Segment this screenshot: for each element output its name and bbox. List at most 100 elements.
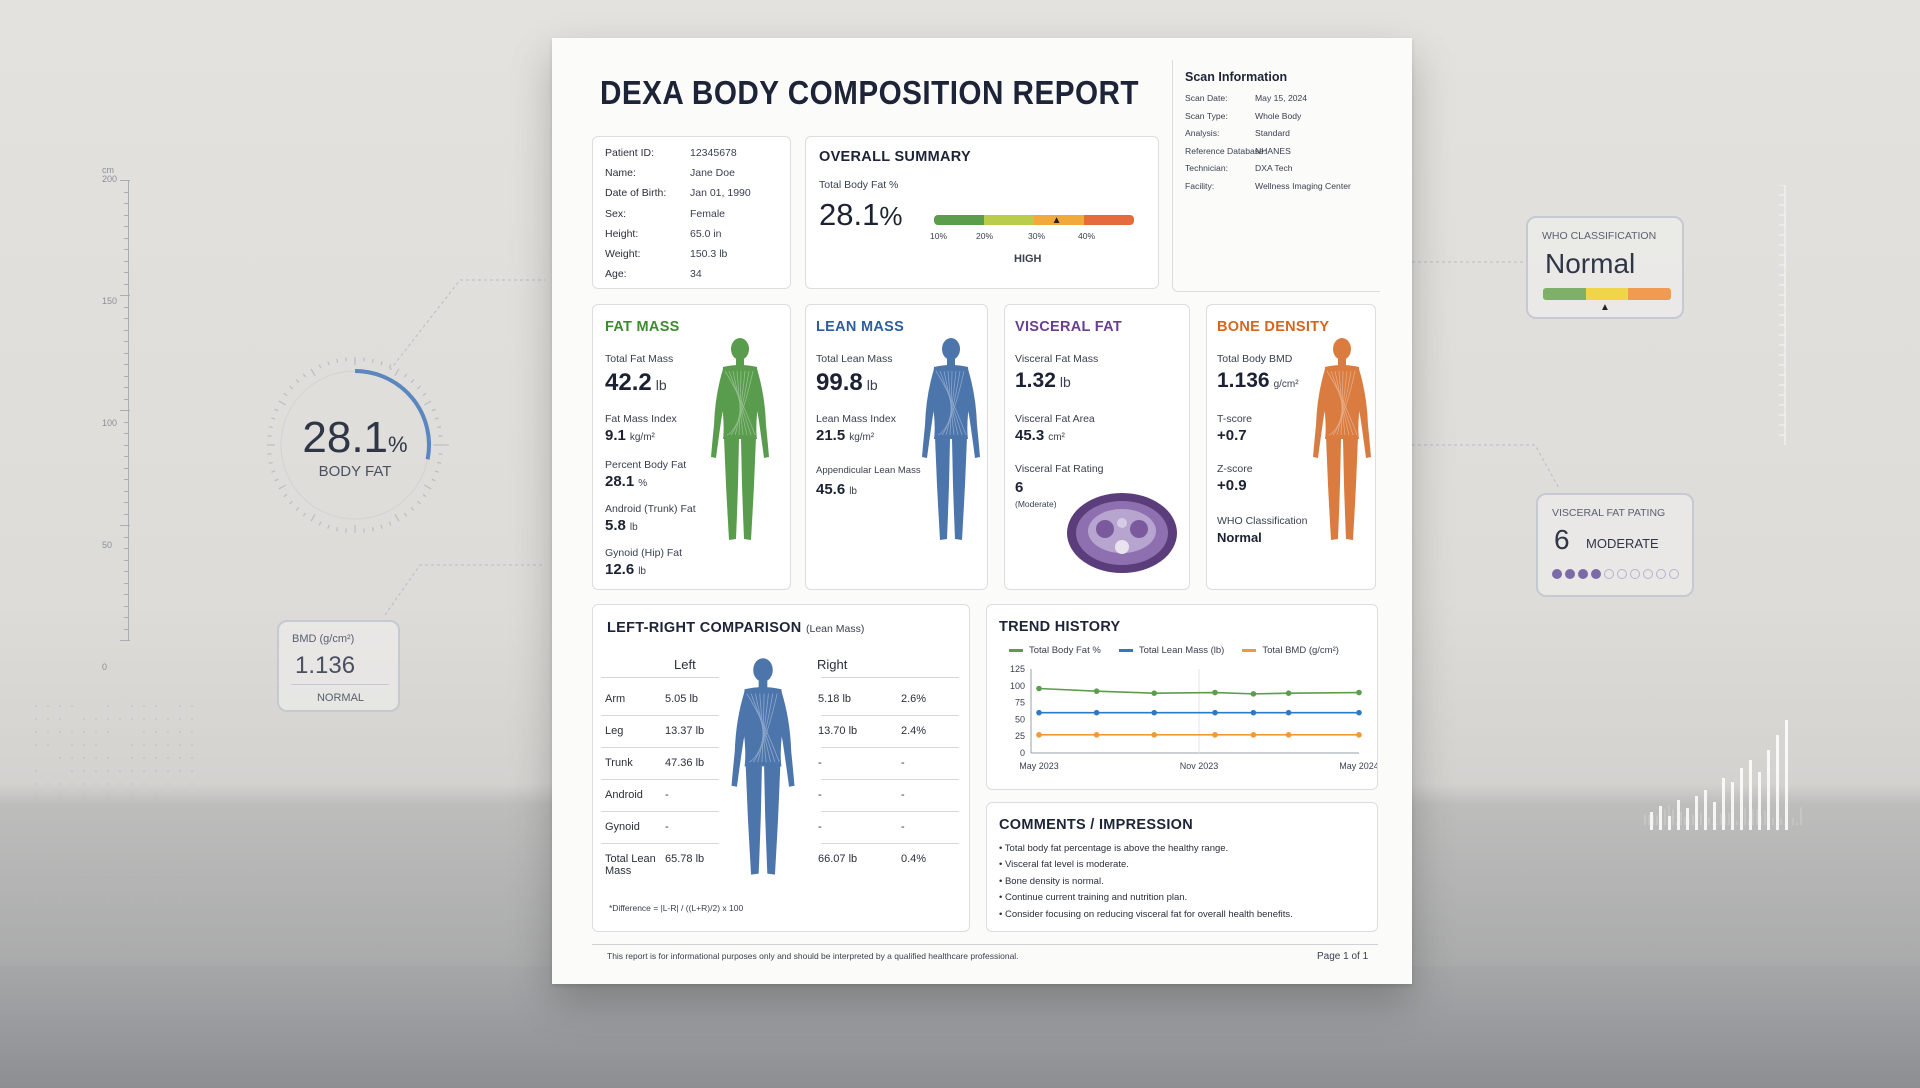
- scale-tick-label: 20%: [976, 231, 993, 241]
- vf-area-label: Visceral Fat Area: [1015, 413, 1095, 425]
- patient-value: 150.3 lb: [690, 248, 727, 260]
- comments-heading: COMMENTS / IMPRESSION: [999, 817, 1193, 833]
- left-right-panel: LEFT-RIGHT COMPARISON (Lean Mass) Left R…: [592, 604, 970, 932]
- lr-footnote: *Difference = |L-R| / ((L+R)/2) x 100: [609, 903, 743, 913]
- lr-diff-value: -: [901, 757, 905, 769]
- lean-mass-panel: LEAN MASS Total Lean Mass 99.8 lb Lean Ma…: [805, 304, 988, 590]
- rating-dot: [1565, 569, 1575, 579]
- who-marker-icon: ▲: [1600, 302, 1610, 313]
- footer-disclaimer: This report is for informational purpose…: [607, 951, 1019, 961]
- lr-diff-value: -: [901, 789, 905, 801]
- who-card-value: Normal: [1545, 248, 1635, 280]
- t-score-value: +0.7: [1217, 427, 1247, 444]
- patient-label: Sex:: [605, 208, 626, 220]
- z-score-value: +0.9: [1217, 477, 1247, 494]
- lr-row-name: Android: [605, 789, 663, 801]
- data-point: [1356, 690, 1362, 696]
- tlm-num: 99.8: [816, 369, 863, 396]
- legend-label: Total BMD (g/cm²): [1262, 645, 1339, 656]
- comment-item: Bone density is normal.: [999, 874, 1293, 890]
- data-point: [1212, 732, 1218, 738]
- lr-right-value: -: [818, 789, 822, 801]
- bmd-card-status: NORMAL: [279, 692, 402, 704]
- rating-dot: [1630, 569, 1640, 579]
- rating-dot: [1591, 569, 1601, 579]
- decorative-bars: [1640, 690, 1810, 840]
- trend-legend: Total Body Fat % Total Lean Mass (lb) Tota…: [1009, 645, 1339, 656]
- summary-label: Total Body Fat %: [819, 179, 898, 191]
- summary-number: 28.1: [819, 197, 879, 232]
- report-paper: DEXA BODY COMPOSITION REPORT Scan Inform…: [552, 38, 1412, 984]
- bmd-card: BMD (g/cm²) 1.136 NORMAL: [277, 620, 400, 712]
- legend-label: Total Body Fat %: [1029, 645, 1101, 656]
- visceral-card-value: 6: [1554, 524, 1570, 556]
- pbf-unit: %: [638, 478, 647, 489]
- bmd-unit: g/cm²: [1274, 379, 1299, 390]
- t-score-label: T-score: [1217, 413, 1252, 425]
- visceral-heading: VISCERAL FAT: [1015, 319, 1122, 335]
- data-point: [1151, 690, 1157, 696]
- patient-value: 65.0 in: [690, 228, 722, 240]
- fmi-value: 9.1 kg/m²: [605, 427, 655, 444]
- ct-scan-cross-section-icon: [1065, 491, 1179, 575]
- patient-label: Height:: [605, 228, 638, 240]
- lr-left-value: 47.36 lb: [665, 757, 704, 769]
- vf-rating-value: 6: [1015, 479, 1023, 496]
- scan-info-value: NHANES: [1255, 146, 1291, 156]
- right-ruler: [1775, 185, 1795, 445]
- vf-mass-value: 1.32 lb: [1015, 369, 1071, 393]
- gynoid-value: 12.6 lb: [605, 561, 646, 578]
- visceral-fat-panel: VISCERAL FAT Visceral Fat Mass 1.32 lb Vi…: [1004, 304, 1190, 590]
- lr-right-value: -: [818, 821, 822, 833]
- scan-info-value: May 15, 2024: [1255, 93, 1307, 103]
- scan-info-value: Wellness Imaging Center: [1255, 181, 1351, 191]
- x-tick-label: Nov 2023: [1180, 761, 1219, 771]
- alm-unit: lb: [849, 486, 857, 497]
- data-point: [1286, 732, 1292, 738]
- comment-item: Visceral fat level is moderate.: [999, 857, 1293, 873]
- vf-mass-label: Visceral Fat Mass: [1015, 353, 1098, 365]
- summary-status: HIGH: [1014, 253, 1042, 265]
- data-point: [1251, 732, 1257, 738]
- trend-heading: TREND HISTORY: [999, 619, 1121, 635]
- decorative-dot-grid: [30, 700, 210, 930]
- lr-heading: LEFT-RIGHT COMPARISON (Lean Mass): [607, 619, 864, 637]
- rating-dot: [1552, 569, 1562, 579]
- lmi-num: 21.5: [816, 427, 845, 444]
- who-scale-bar: [1543, 288, 1671, 300]
- total-lean-label: Total Lean Mass: [816, 353, 892, 365]
- patient-value: 34: [690, 268, 702, 280]
- legend-item: Total BMD (g/cm²): [1242, 645, 1339, 656]
- patient-label: Name:: [605, 167, 636, 179]
- lr-right-value: -: [818, 757, 822, 769]
- pbf-num: 28.1: [605, 473, 634, 490]
- scan-info-heading: Scan Information: [1185, 70, 1287, 84]
- lr-left-value: 13.37 lb: [665, 725, 704, 737]
- vf-mass-num: 1.32: [1015, 369, 1056, 392]
- comment-item: Consider focusing on reducing visceral f…: [999, 907, 1293, 923]
- trend-chart: 0255075100125May 2023 Nov 2023 May 2024: [987, 661, 1377, 789]
- lr-row-name: Gynoid: [605, 821, 663, 833]
- lr-left-value: -: [665, 789, 669, 801]
- bmd-num: 1.136: [1217, 369, 1270, 392]
- patient-label: Patient ID:: [605, 147, 654, 159]
- fmi-num: 9.1: [605, 427, 626, 444]
- comment-item: Total body fat percentage is above the h…: [999, 841, 1293, 857]
- y-tick-label: 125: [1010, 664, 1025, 674]
- patient-label: Date of Birth:: [605, 187, 666, 199]
- vf-area-unit: cm²: [1048, 432, 1065, 443]
- legend-label: Total Lean Mass (lb): [1139, 645, 1225, 656]
- tfm-num: 42.2: [605, 369, 652, 396]
- patient-label: Age:: [605, 268, 627, 280]
- summary-value: 28.1%: [819, 197, 902, 233]
- overall-summary-panel: OVERALL SUMMARY Total Body Fat % 28.1% ▲…: [805, 136, 1159, 289]
- legend-swatch: [1119, 649, 1133, 652]
- patient-value: Jane Doe: [690, 167, 735, 179]
- data-point: [1036, 732, 1042, 738]
- alm-label: Appendicular Lean Mass: [816, 465, 921, 476]
- who-label: WHO Classification: [1217, 515, 1307, 527]
- fat-mass-heading: FAT MASS: [605, 319, 680, 335]
- alm-value: 45.6 lb: [816, 481, 857, 498]
- who-value: Normal: [1217, 530, 1262, 545]
- lr-sub: (Lean Mass): [806, 623, 864, 635]
